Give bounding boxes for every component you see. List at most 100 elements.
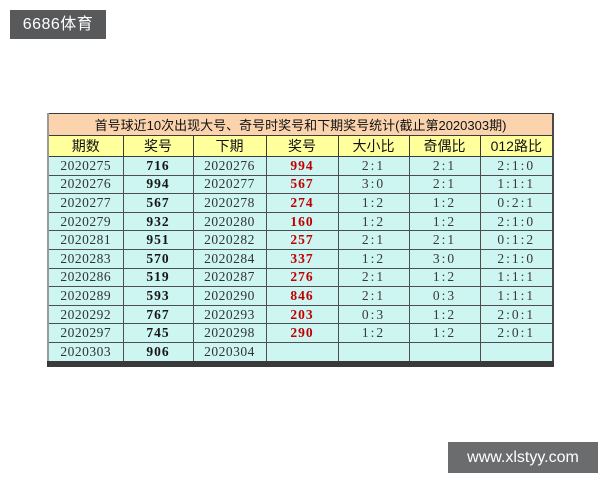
cell-odd_even: 3:0: [408, 248, 481, 269]
cell-period: 2020292: [47, 304, 124, 325]
cell-route_012: 1:1:1: [479, 286, 554, 306]
cell-number: 716: [122, 156, 194, 176]
watermark: www.xlstyy.com: [448, 442, 598, 473]
cell-next_number: 994: [265, 156, 339, 176]
table-title: 首号球近10次出现大号、奇号时奖号和下期奖号统计(截止第2020303期): [47, 113, 554, 136]
cell-period: 2020289: [47, 286, 124, 306]
table-row: 2020292 767 2020293 203 0:3 1:2 2:0:1: [47, 304, 554, 325]
cell-odd_even: 1:2: [408, 267, 481, 288]
cell-next_period: 2020280: [192, 211, 267, 232]
cell-next_number: 274: [265, 193, 339, 213]
cell-number: 951: [122, 230, 194, 250]
cell-number: 593: [122, 286, 194, 306]
cell-period: 2020286: [47, 267, 124, 288]
cell-route_012: 2:0:1: [479, 323, 554, 343]
cell-number: 745: [122, 323, 194, 343]
cell-big_small: 2:1: [337, 230, 410, 250]
column-header: 期数: [47, 135, 124, 157]
cell-odd_even: 1:2: [408, 323, 481, 343]
cell-odd_even: 2:1: [408, 230, 481, 250]
cell-big_small: 1:2: [337, 323, 410, 343]
cell-next_period: 2020287: [192, 267, 267, 288]
table-row: 2020275 716 2020276 994 2:1 2:1 2:1:0: [47, 156, 554, 176]
cell-route_012: 2:0:1: [479, 304, 554, 325]
table-title-row: 首号球近10次出现大号、奇号时奖号和下期奖号统计(截止第2020303期): [47, 113, 554, 136]
cell-big_small: [337, 341, 410, 365]
cell-big_small: 2:1: [337, 267, 410, 288]
cell-next_period: 2020276: [192, 156, 267, 176]
site-logo: 6686体育: [10, 10, 106, 39]
cell-number: 767: [122, 304, 194, 325]
cell-number: 519: [122, 267, 194, 288]
cell-next_number: [265, 341, 339, 365]
cell-next_number: 290: [265, 323, 339, 343]
cell-next_period: 2020298: [192, 323, 267, 343]
table-row: 2020303 906 2020304: [47, 341, 554, 365]
cell-route_012: 2:1:0: [479, 211, 554, 232]
cell-odd_even: [408, 341, 481, 365]
cell-big_small: 3:0: [337, 174, 410, 195]
cell-number: 994: [122, 174, 194, 195]
table-row: 2020276 994 2020277 567 3:0 2:1 1:1:1: [47, 174, 554, 195]
table-row: 2020297 745 2020298 290 1:2 1:2 2:0:1: [47, 323, 554, 343]
cell-big_small: 0:3: [337, 304, 410, 325]
table-row: 2020283 570 2020284 337 1:2 3:0 2:1:0: [47, 248, 554, 269]
column-header: 大小比: [337, 135, 410, 157]
cell-odd_even: 0:3: [408, 286, 481, 306]
cell-period: 2020275: [47, 156, 124, 176]
cell-route_012: 2:1:0: [479, 248, 554, 269]
table-row: 2020286 519 2020287 276 2:1 1:2 1:1:1: [47, 267, 554, 288]
cell-period: 2020277: [47, 193, 124, 213]
column-header: 下期: [192, 135, 267, 157]
cell-period: 2020303: [47, 341, 124, 365]
cell-big_small: 1:2: [337, 193, 410, 213]
table-row: 2020281 951 2020282 257 2:1 2:1 0:1:2: [47, 230, 554, 250]
cell-next_number: 160: [265, 211, 339, 232]
cell-number: 567: [122, 193, 194, 213]
column-header: 奖号: [122, 135, 194, 157]
lottery-stats-table: 首号球近10次出现大号、奇号时奖号和下期奖号统计(截止第2020303期) 期数…: [47, 113, 555, 367]
cell-next_period: 2020290: [192, 286, 267, 306]
column-header: 奇偶比: [408, 135, 481, 157]
cell-next_period: 2020277: [192, 174, 267, 195]
cell-big_small: 2:1: [337, 286, 410, 306]
cell-next_number: 567: [265, 174, 339, 195]
cell-route_012: 1:1:1: [479, 174, 554, 195]
cell-route_012: [479, 341, 554, 365]
table-body: 2020275 716 2020276 994 2:1 2:1 2:1:0 2020276 99…: [47, 156, 554, 365]
cell-route_012: 0:2:1: [479, 193, 554, 213]
cell-period: 2020283: [47, 248, 124, 269]
column-header: 012路比: [479, 135, 554, 157]
cell-odd_even: 2:1: [408, 174, 481, 195]
cell-route_012: 1:1:1: [479, 267, 554, 288]
cell-big_small: 1:2: [337, 211, 410, 232]
cell-route_012: 0:1:2: [479, 230, 554, 250]
cell-next_number: 203: [265, 304, 339, 325]
cell-period: 2020297: [47, 323, 124, 343]
cell-period: 2020281: [47, 230, 124, 250]
cell-route_012: 2:1:0: [479, 156, 554, 176]
cell-period: 2020276: [47, 174, 124, 195]
cell-number: 932: [122, 211, 194, 232]
cell-number: 570: [122, 248, 194, 269]
stats-table: 首号球近10次出现大号、奇号时奖号和下期奖号统计(截止第2020303期) 期数…: [47, 113, 555, 367]
cell-odd_even: 1:2: [408, 304, 481, 325]
cell-next_period: 2020278: [192, 193, 267, 213]
cell-next_number: 337: [265, 248, 339, 269]
cell-period: 2020279: [47, 211, 124, 232]
cell-odd_even: 1:2: [408, 211, 481, 232]
column-header: 奖号: [265, 135, 339, 157]
cell-next_period: 2020284: [192, 248, 267, 269]
table-row: 2020277 567 2020278 274 1:2 1:2 0:2:1: [47, 193, 554, 213]
cell-next_period: 2020282: [192, 230, 267, 250]
cell-next_number: 257: [265, 230, 339, 250]
cell-next_period: 2020304: [192, 341, 267, 365]
cell-odd_even: 2:1: [408, 156, 481, 176]
cell-next_number: 846: [265, 286, 339, 306]
cell-big_small: 1:2: [337, 248, 410, 269]
table-row: 2020279 932 2020280 160 1:2 1:2 2:1:0: [47, 211, 554, 232]
cell-next_number: 276: [265, 267, 339, 288]
table-row: 2020289 593 2020290 846 2:1 0:3 1:1:1: [47, 286, 554, 306]
cell-number: 906: [122, 341, 194, 365]
cell-next_period: 2020293: [192, 304, 267, 325]
